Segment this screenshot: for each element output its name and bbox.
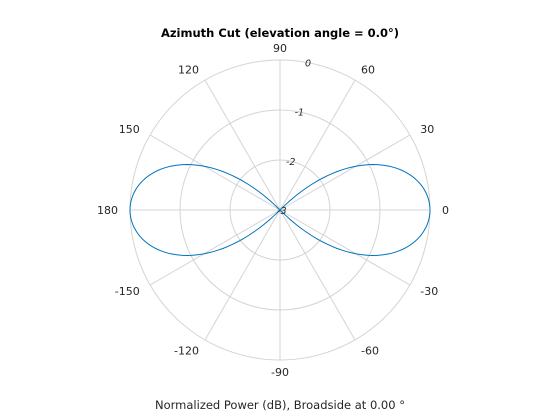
angle-tick-label: 60 xyxy=(361,64,375,77)
grid-spoke xyxy=(279,209,356,341)
radial-tick-label: -1 xyxy=(295,108,304,119)
pattern-curve xyxy=(129,164,431,256)
angle-tick-label: -150 xyxy=(115,285,140,298)
angle-tick-label: 120 xyxy=(178,64,199,77)
angle-tick-label: -60 xyxy=(361,344,379,357)
grid-spoke xyxy=(204,209,281,341)
angle-tick-label: -90 xyxy=(271,366,289,379)
angle-tick-label: 90 xyxy=(273,42,287,55)
grid-spoke xyxy=(149,209,281,286)
grid-spoke xyxy=(204,79,281,211)
grid-spoke xyxy=(149,134,281,211)
tick-labels: 0 30 60 90 120 150 180 -150 -120 -90 -60 -30 0 -1 -2 -3 xyxy=(97,42,449,379)
angle-tick-label: 150 xyxy=(119,123,140,136)
radial-tick-label: 0 xyxy=(305,58,311,69)
grid-spoke xyxy=(279,134,411,211)
radial-tick-label: -2 xyxy=(286,157,295,168)
angle-tick-label: -120 xyxy=(174,344,199,357)
radial-tick-label: -3 xyxy=(277,206,286,217)
grid-spoke xyxy=(279,79,356,211)
chart-title: Azimuth Cut (elevation angle = 0.0°) xyxy=(160,26,400,40)
angle-tick-label: 180 xyxy=(97,204,118,217)
angle-tick-label: 30 xyxy=(420,123,434,136)
angle-tick-label: -30 xyxy=(420,285,438,298)
x-axis-label: Normalized Power (dB), Broadside at 0.00… xyxy=(155,398,405,412)
data-layer xyxy=(129,164,431,256)
grid-spoke xyxy=(279,209,411,286)
angle-tick-label: 0 xyxy=(442,204,449,217)
